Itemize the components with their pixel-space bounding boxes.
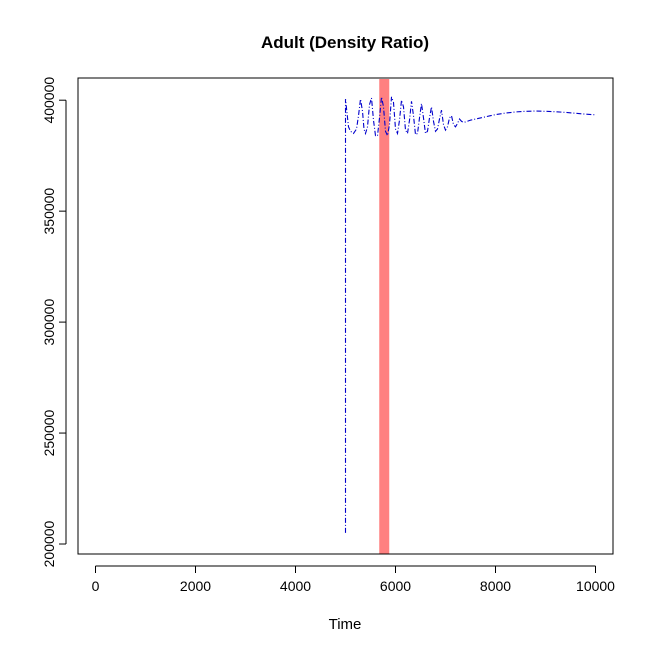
y-tick-label: 350000	[41, 188, 57, 235]
series-line-0	[344, 96, 596, 533]
x-tick-label: 2000	[180, 578, 211, 594]
x-axis-label: Time	[329, 616, 362, 633]
y-axis: 200000 250000 300000 350000 400000	[41, 77, 67, 567]
x-tick-label: 6000	[380, 578, 411, 594]
highlight-band-layer	[379, 79, 390, 554]
y-tick-label: 400000	[41, 77, 57, 124]
highlight-band	[379, 79, 390, 554]
x-tick-label: 4000	[280, 578, 311, 594]
y-tick-label: 250000	[41, 409, 57, 456]
x-axis: 0 2000 4000 6000 8000 10000	[92, 565, 615, 594]
x-tick-label: 8000	[480, 578, 511, 594]
y-tick-label: 200000	[41, 520, 57, 567]
x-tick-label: 0	[92, 578, 100, 594]
y-tick-label: 300000	[41, 299, 57, 346]
chart-title: Adult (Density Ratio)	[261, 33, 429, 52]
series-layer	[344, 96, 596, 533]
plot-frame	[77, 77, 614, 555]
x-tick-label: 10000	[576, 578, 615, 594]
